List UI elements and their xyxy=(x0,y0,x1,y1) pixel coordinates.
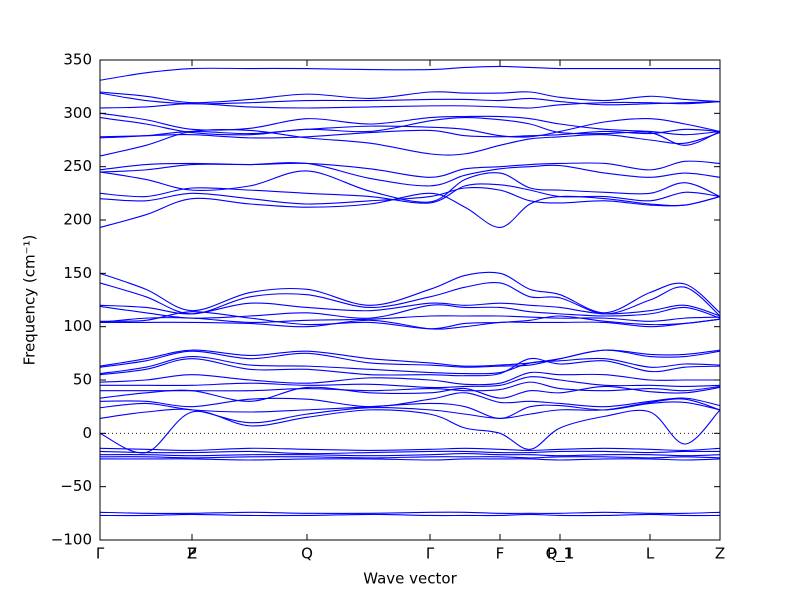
x-tick-label: Z xyxy=(715,545,725,563)
band-line xyxy=(100,376,721,389)
band-line xyxy=(99,302,721,317)
x-tick-label: Q_1 xyxy=(546,545,575,564)
band-line xyxy=(99,271,721,314)
band-line xyxy=(99,304,721,319)
band-line xyxy=(99,118,721,139)
band-line xyxy=(99,385,721,402)
band-line xyxy=(99,511,721,515)
x-tick-label: F xyxy=(496,545,505,563)
band-line xyxy=(99,447,721,451)
band-line xyxy=(99,282,721,317)
y-tick-label: 0 xyxy=(82,424,92,442)
y-tick-label: 300 xyxy=(63,104,92,122)
band-line xyxy=(99,392,721,408)
band-line xyxy=(99,160,721,178)
y-tick-label: 250 xyxy=(63,157,92,175)
band-line xyxy=(99,357,721,377)
band-line xyxy=(99,187,721,207)
x-axis-label: Wave vector xyxy=(363,570,457,588)
x-tick-label: L xyxy=(646,545,655,563)
y-tick-label: 50 xyxy=(73,371,92,389)
y-tick-label: 100 xyxy=(63,317,92,335)
x-tick-label: Z xyxy=(187,545,197,563)
band-line xyxy=(99,450,721,455)
band-line xyxy=(99,192,721,229)
plot-area xyxy=(99,65,721,517)
band-line xyxy=(99,117,721,146)
band-line xyxy=(99,183,721,204)
band-line xyxy=(99,355,721,375)
band-line xyxy=(99,458,721,461)
band-line xyxy=(99,371,720,386)
band-line xyxy=(99,381,721,392)
band-line xyxy=(99,170,721,203)
x-tick-label: Q xyxy=(301,545,313,563)
band-line xyxy=(99,453,721,457)
y-tick-label: 150 xyxy=(63,264,92,282)
y-axis-label: Frequency (cm⁻¹) xyxy=(21,235,39,366)
axes-frame xyxy=(99,59,721,541)
band-line xyxy=(99,128,721,139)
band-line xyxy=(99,401,721,419)
x-tick-label: P xyxy=(187,545,196,563)
band-line xyxy=(99,456,721,459)
y-tick-label: −100 xyxy=(51,531,92,549)
x-tick-label: Γ xyxy=(426,545,435,563)
band-line xyxy=(99,409,721,454)
band-line xyxy=(99,513,721,517)
band-line xyxy=(99,311,721,330)
band-line xyxy=(99,65,721,81)
band-line xyxy=(99,91,721,104)
band-line xyxy=(99,349,721,367)
band-line xyxy=(99,162,721,187)
band-line xyxy=(99,349,721,368)
band-line xyxy=(99,315,721,323)
y-tick-label: 200 xyxy=(63,211,92,229)
x-tick-label: Γ xyxy=(96,545,105,563)
y-tick-label: 350 xyxy=(63,51,92,69)
band-line xyxy=(99,129,721,157)
x-tick-label: P_1 xyxy=(547,545,573,564)
band-line xyxy=(100,318,721,330)
y-tick-label: −50 xyxy=(60,477,92,495)
band-line xyxy=(99,101,721,109)
